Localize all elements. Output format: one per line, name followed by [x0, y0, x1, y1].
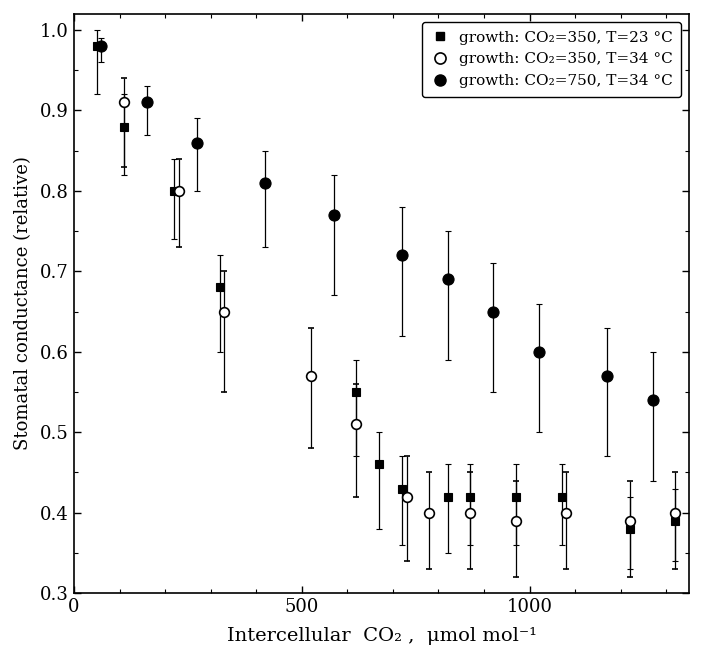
Y-axis label: Stomatal conductance (relative): Stomatal conductance (relative) — [14, 157, 32, 451]
X-axis label: Intercellular  CO₂ ,  μmol mol⁻¹: Intercellular CO₂ , μmol mol⁻¹ — [226, 627, 536, 645]
Legend: growth: CO₂=350, T=23 °C, growth: CO₂=350, T=34 °C, growth: CO₂=750, T=34 °C: growth: CO₂=350, T=23 °C, growth: CO₂=35… — [422, 22, 681, 97]
